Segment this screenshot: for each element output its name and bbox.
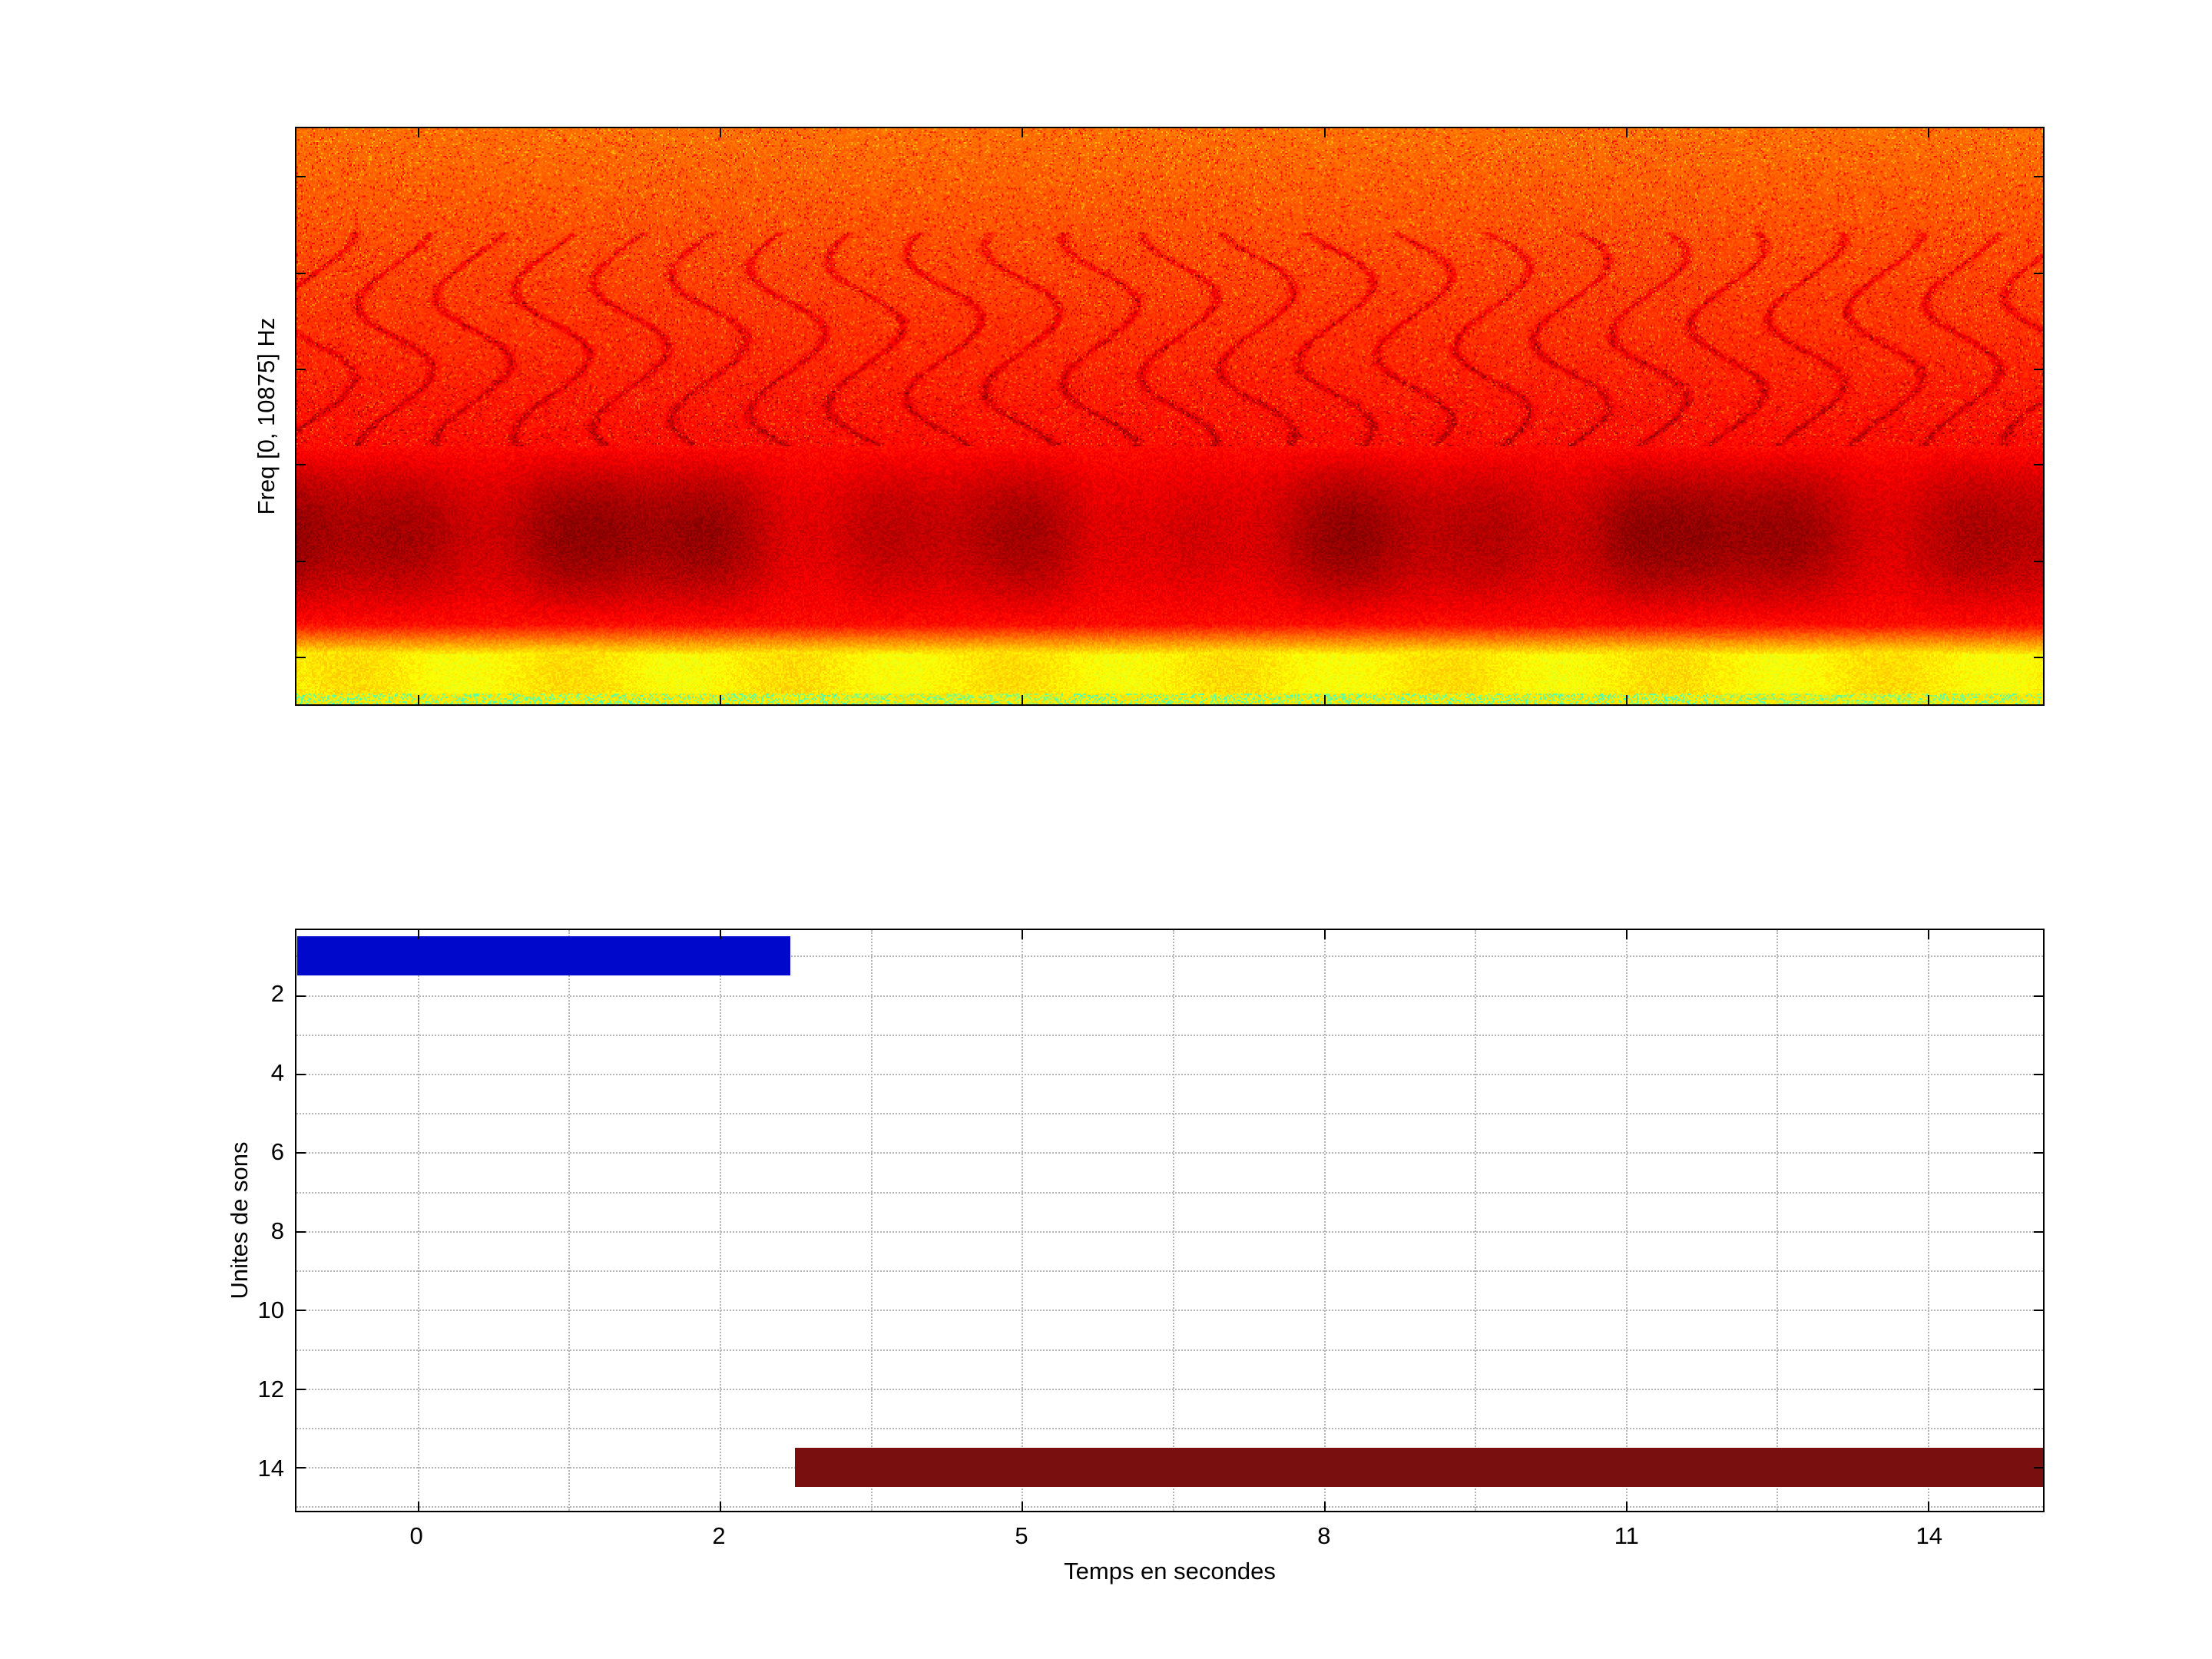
spectrogram-xtick [1928,695,1930,704]
bar-xtick [1022,930,1024,939]
gridline-vertical [1323,930,1326,1511]
gridline-horizontal [296,1428,2043,1429]
spectrogram-xtick [1625,128,1628,137]
spectrogram-xtick [720,695,722,704]
bar-ytick [2034,1388,2043,1390]
gridline-horizontal [296,1388,2043,1390]
bar-xtick [1022,1502,1024,1511]
gridline-horizontal [296,995,2043,997]
gridline-vertical [1172,930,1174,1511]
spectrogram-xtick [1323,128,1326,137]
bar-xtick [417,1502,419,1511]
bar-xtick [1323,1502,1326,1511]
gridline-horizontal [296,1113,2043,1115]
y-tick-label: 10 [257,1296,284,1323]
spectrogram-xtick [1928,128,1930,137]
spectrogram-ylabel: Freq [0, 10875] Hz [253,317,280,515]
bar-ytick [2034,1467,2043,1469]
bar-ylabel: Unites de sons [226,1141,253,1300]
bar-ytick [296,1152,306,1154]
gridline-vertical [1475,930,1477,1511]
bar-xtick [417,930,419,939]
spectrogram-ytick [2034,464,2043,466]
gridline-horizontal [296,955,2043,958]
bar-ytick [296,995,306,997]
gridline-horizontal [296,1230,2043,1233]
bar-ytick [296,1230,306,1233]
gridline-horizontal [296,1152,2043,1154]
spectrogram-ytick [2034,176,2043,178]
spectrogram-ytick [2034,560,2043,562]
bar-ytick [296,1310,306,1312]
spectrogram-xtick [417,695,419,704]
x-tick-label: 0 [409,1522,423,1549]
gridline-vertical [720,930,722,1511]
bar-xlabel: Temps en secondes [1064,1558,1276,1584]
x-tick-label: 5 [1015,1522,1028,1549]
gridline-horizontal [296,1191,2043,1194]
spectrogram-xtick [1625,695,1628,704]
bar-xtick [1625,1502,1628,1511]
spectrogram-xtick [417,128,419,137]
spectrogram-ytick [296,560,306,562]
spectrogram-ytick [296,176,306,178]
y-tick-label: 4 [270,1058,284,1086]
spectrogram-xtick [1022,695,1024,704]
gridline-horizontal [296,1310,2043,1312]
gridline-vertical [1625,930,1628,1511]
bar-ytick [2034,1073,2043,1075]
x-tick-label: 14 [1916,1522,1942,1549]
y-tick-label: 2 [270,979,284,1007]
bar-ytick [296,1467,306,1469]
y-tick-label: 6 [270,1137,284,1165]
gridline-vertical [870,930,873,1511]
bar-ytick [2034,1152,2043,1154]
bar-xtick [1928,930,1930,939]
gridline-horizontal [296,1073,2043,1075]
bar-xtick [1323,930,1326,939]
gridline-horizontal [296,1506,2043,1508]
spectrogram-xtick [1022,128,1024,137]
x-tick-label: 8 [1317,1522,1331,1549]
spectrogram-ytick [2034,272,2043,274]
spectrogram-ytick [2034,368,2043,370]
spectrogram-image [296,128,2043,704]
bar-ytick [296,1388,306,1390]
spectrogram-xtick [1323,695,1326,704]
bar-xtick [720,1502,722,1511]
y-tick-label: 8 [270,1217,284,1244]
x-tick-label: 2 [712,1522,726,1549]
gridline-horizontal [296,1349,2043,1351]
gridline-vertical [417,930,419,1511]
spectrogram-axes [295,127,2045,706]
bar-ytick [2034,1310,2043,1312]
spectrogram-ytick [296,464,306,466]
bar-ytick [2034,1230,2043,1233]
gridline-vertical [568,930,571,1511]
spectrogram-ytick [2034,656,2043,658]
bar-son-14 [795,1447,2043,1487]
gridline-vertical [1022,930,1024,1511]
spectrogram-xtick [720,128,722,137]
y-tick-label: 12 [257,1375,284,1402]
bar-ytick [2034,995,2043,997]
gridline-horizontal [296,1270,2043,1273]
bar-xtick [1625,930,1628,939]
spectrogram-ytick [296,656,306,658]
spectrogram-ytick [296,368,306,370]
gridline-horizontal [296,1034,2043,1036]
y-tick-label: 14 [257,1454,284,1482]
gridline-vertical [1777,930,1779,1511]
bar-ytick [296,1073,306,1075]
bar-axes [295,929,2045,1512]
bar-xtick [1928,1502,1930,1511]
bar-son-1 [296,935,790,975]
x-tick-label: 11 [1614,1522,1639,1549]
bar-xtick [720,930,722,939]
spectrogram-ytick [296,272,306,274]
gridline-vertical [1928,930,1930,1511]
